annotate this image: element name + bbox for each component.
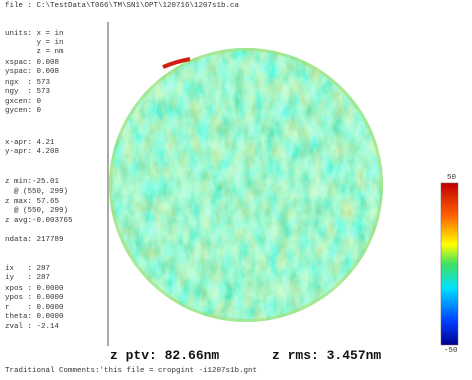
rms: z rms: 3.457nm bbox=[272, 348, 382, 363]
info-line: theta: 0.0000 bbox=[5, 313, 64, 321]
surface bbox=[109, 48, 383, 322]
comment: Traditional Comments:'this file = cropgi… bbox=[5, 367, 258, 375]
info-line: gxcen: 0 bbox=[5, 98, 42, 106]
info-line: xspac: 0.008 bbox=[5, 59, 60, 67]
info-line: x-apr: 4.21 bbox=[5, 139, 55, 147]
colorbar-min: -50 bbox=[444, 347, 458, 355]
info-line: ngy : 573 bbox=[5, 88, 51, 96]
info-line: y-apr: 4.208 bbox=[5, 148, 60, 156]
info-line: z min:-25.01 bbox=[5, 178, 60, 186]
file-path: file : C:\TestData\T066\TM\SN1\OPT\12071… bbox=[5, 2, 240, 10]
ptv: z ptv: 82.66nm bbox=[110, 348, 220, 363]
info-line: zval : -2.14 bbox=[5, 323, 60, 331]
info-line: @ (550, 299) bbox=[5, 207, 69, 215]
info-line: ix : 287 bbox=[5, 265, 51, 273]
info-line: @ (550, 299) bbox=[5, 188, 69, 196]
info-line: ngx : 573 bbox=[5, 79, 51, 87]
info-line: z avg:-0.003765 bbox=[5, 217, 73, 225]
colorbar bbox=[440, 182, 459, 346]
info-line: ypos : 0.0000 bbox=[5, 294, 64, 302]
info-line: ndata: 217789 bbox=[5, 236, 64, 244]
info-line: units: x = in bbox=[5, 30, 64, 38]
info-line: xpos : 0.0000 bbox=[5, 285, 64, 293]
info-line: yspac: 0.008 bbox=[5, 68, 60, 76]
info-line: z max: 57.65 bbox=[5, 198, 60, 206]
info-line: r : 0.0000 bbox=[5, 304, 64, 312]
info-line: z = nm bbox=[5, 48, 64, 56]
edge-highlight bbox=[162, 57, 191, 69]
info-line: gycen: 0 bbox=[5, 107, 42, 115]
info-line: y = in bbox=[5, 39, 64, 47]
info-line: iy : 287 bbox=[5, 274, 51, 282]
colorbar-max: 50 bbox=[447, 174, 457, 182]
